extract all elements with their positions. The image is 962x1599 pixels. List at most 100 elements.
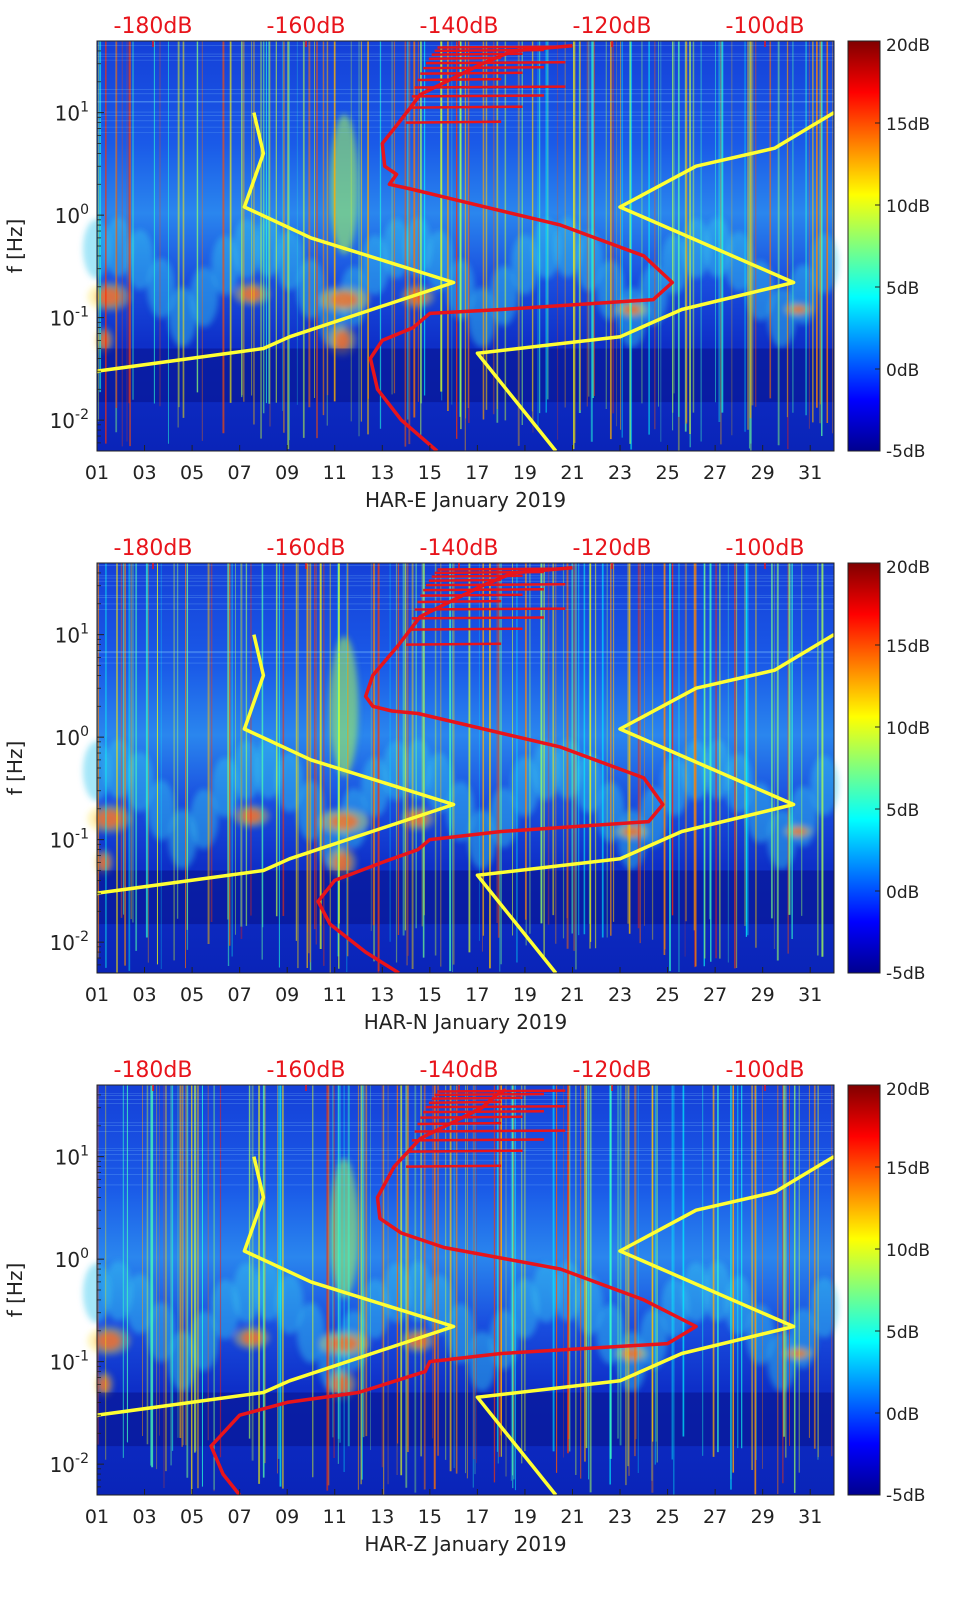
x-tick-label: 23	[608, 984, 632, 1006]
x-tick-label: 13	[370, 462, 394, 484]
psd-tooth	[423, 587, 544, 592]
energy-halo	[783, 1347, 813, 1360]
energy-blob	[403, 739, 432, 800]
colorbar-label: 20dB	[886, 558, 930, 578]
colorbar-label: 0dB	[886, 361, 919, 381]
x-tick-label: 25	[655, 984, 679, 1006]
x-tick-label: 07	[228, 462, 252, 484]
energy-halo	[233, 1326, 270, 1350]
x-tick-label: 15	[418, 984, 442, 1006]
energy-blob	[810, 755, 839, 816]
energy-blob	[104, 1260, 133, 1321]
energy-halo	[233, 804, 270, 828]
x-tick-label: 01	[85, 984, 109, 1006]
top-axis-label: -160dB	[267, 14, 346, 39]
colorbar-label: 10dB	[886, 1241, 930, 1261]
top-axis-label: -120dB	[573, 14, 652, 39]
energy-blob	[189, 1311, 218, 1372]
energy-blob	[361, 756, 390, 817]
y-tick-label: 100	[55, 1246, 89, 1272]
x-tick-label: 03	[132, 984, 156, 1006]
colorbar	[847, 40, 881, 452]
colorbar	[847, 1084, 881, 1496]
x-tick-label: 01	[85, 1506, 109, 1528]
x-tick-label: 19	[513, 984, 537, 1006]
psd-tooth	[437, 1089, 566, 1093]
x-tick-label: 05	[180, 462, 204, 484]
x-tick-label: 07	[228, 1506, 252, 1528]
psd-tooth	[431, 52, 523, 56]
psd-tooth	[411, 616, 544, 620]
psd-tooth	[437, 45, 566, 49]
energy-halo	[783, 825, 813, 838]
series-model-high	[475, 111, 834, 451]
top-axis-label: -180dB	[114, 14, 193, 39]
top-axis-label: -100dB	[726, 14, 805, 39]
energy-blob	[211, 757, 240, 818]
energy-blob	[254, 739, 283, 800]
top-axis-label: -160dB	[267, 536, 346, 561]
energy-blob	[682, 218, 711, 279]
y-tick-label: 10-1	[50, 305, 89, 331]
psd-tooth	[408, 1149, 523, 1153]
energy-blob	[510, 1278, 539, 1339]
energy-halo	[783, 303, 813, 316]
energy-halo	[319, 808, 370, 835]
energy-blob	[330, 636, 359, 777]
x-tick-label: 21	[560, 984, 584, 1006]
energy-blob	[446, 781, 475, 842]
psd-tooth	[428, 56, 502, 60]
colorbar-label: 5dB	[886, 801, 919, 821]
energy-blob	[361, 1278, 390, 1339]
y-tick-label: 100	[55, 202, 89, 228]
x-tick-label: 17	[465, 984, 489, 1006]
colorbar-label: 15dB	[886, 637, 930, 657]
energy-blob	[147, 780, 176, 841]
y-tick-label: 101	[55, 100, 89, 126]
colorbar-label: 10dB	[886, 197, 930, 217]
energy-blob	[125, 1273, 154, 1334]
energy-blob	[703, 217, 732, 278]
psd-tooth	[428, 578, 502, 582]
y-axis-label: f [Hz]	[3, 1263, 27, 1318]
psd-tooth	[434, 1092, 544, 1097]
x-tick-label: 31	[798, 1506, 822, 1528]
y-tick-label: 10-2	[50, 929, 89, 955]
x-tick-label: 09	[275, 462, 299, 484]
colorbar-label: 0dB	[886, 883, 919, 903]
psd-tooth	[406, 642, 502, 646]
energy-blob	[767, 1331, 796, 1392]
x-tick-label: 27	[703, 462, 727, 484]
transient-streaks	[97, 41, 834, 451]
psd-teeth	[406, 45, 566, 124]
x-axis-label: HAR-Z January 2019	[364, 1532, 566, 1556]
x-tick-label: 05	[180, 1506, 204, 1528]
x-tick-label: 29	[751, 462, 775, 484]
x-tick-label: 17	[465, 1506, 489, 1528]
x-tick-label: 11	[323, 462, 347, 484]
colorbar-label: -5dB	[886, 964, 925, 984]
energy-blob	[767, 287, 796, 348]
energy-blob	[168, 287, 197, 348]
energy-halo	[319, 286, 370, 313]
x-tick-label: 11	[323, 1506, 347, 1528]
energy-blob	[446, 1303, 475, 1364]
x-tick-label: 23	[608, 462, 632, 484]
psd-tooth	[426, 1105, 566, 1109]
energy-blob	[660, 1278, 689, 1339]
series-model-low	[97, 1156, 456, 1419]
psd-tooth	[431, 574, 523, 578]
energy-blob	[724, 231, 753, 292]
top-axis-label: -180dB	[114, 536, 193, 561]
psd-tooth	[420, 1115, 523, 1119]
psd-tooth	[420, 593, 523, 597]
x-tick-label: 11	[323, 984, 347, 1006]
colorbar-label: 20dB	[886, 36, 930, 56]
x-axis-label: HAR-N January 2019	[364, 1010, 567, 1034]
series-model-high	[475, 633, 834, 973]
psd-tooth	[437, 567, 566, 571]
top-axis-label: -140dB	[420, 14, 499, 39]
psd-tooth	[414, 607, 566, 611]
energy-blob	[296, 1302, 325, 1363]
psd-tooth	[428, 1100, 502, 1104]
